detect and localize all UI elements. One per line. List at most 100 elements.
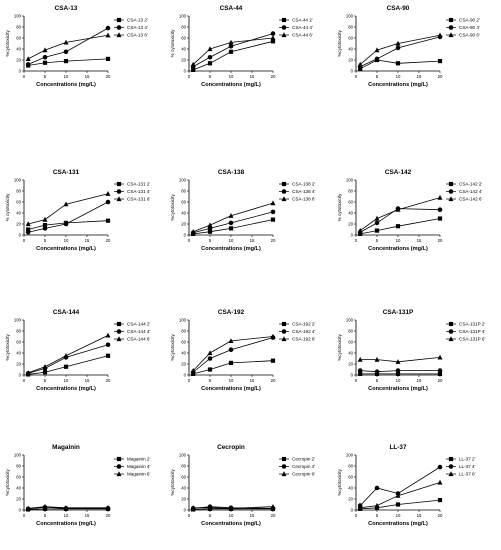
x-axis-title: Concentrations (mg/L): [368, 521, 428, 527]
legend-entry-3: CSA-131 6': [114, 196, 150, 202]
data-point: [374, 56, 380, 62]
y-tick-label: 20: [181, 58, 186, 63]
series-line-1: [193, 508, 273, 510]
legend-entry-3: CSA-192 6': [279, 336, 315, 342]
y-tick-label: 80: [348, 189, 353, 194]
y-tick-label: 20: [16, 497, 21, 502]
legend-label: Cecropin 6': [292, 472, 315, 477]
legend-entry-3: Cecropin 6': [279, 471, 315, 477]
y-tick-label: 80: [16, 25, 21, 30]
data-point: [437, 479, 443, 485]
chart-title: CSA-144: [53, 309, 80, 316]
legend-label: CSA-90 6': [459, 33, 480, 38]
legend-marker: [116, 321, 122, 327]
y-tick-label: 80: [16, 464, 21, 469]
data-point: [25, 62, 31, 67]
legend-entry-2: CSA-131P 4': [446, 329, 485, 334]
legend-entry-2: LL-37 4': [446, 464, 476, 469]
data-point: [42, 370, 48, 375]
series-line-3: [360, 357, 441, 363]
legend-marker: [116, 17, 122, 23]
x-tick-label: 15: [417, 378, 422, 383]
legend-entry-2: CSA-138 4': [279, 189, 315, 194]
legend-entry-2: CSA-144 4': [114, 329, 150, 334]
legend-label: CSA-90 4': [459, 25, 480, 30]
series-line-3: [192, 37, 274, 65]
legend-label: CSA-144 4': [127, 329, 150, 334]
data-point: [437, 498, 443, 503]
x-tick-label: 5: [376, 513, 379, 518]
legend-marker: [448, 32, 454, 38]
legend-marker: [281, 336, 287, 342]
y-tick-label: 0: [351, 508, 354, 513]
chart-title: CSA-90: [387, 5, 410, 12]
y-axis-title: %cytotoxicity: [337, 30, 342, 57]
y-tick-label: 0: [184, 233, 187, 238]
legend-entry-1: CSA-192 2': [279, 322, 315, 327]
legend-label: Cecropin 4': [292, 464, 315, 469]
x-tick-label: 10: [229, 74, 234, 79]
x-tick-label: 5: [209, 74, 212, 79]
x-tick-label: 0: [355, 74, 358, 79]
x-tick-label: 5: [376, 378, 379, 383]
x-tick-label: 5: [209, 238, 212, 243]
data-point: [63, 201, 69, 207]
series-line-1: [28, 58, 109, 66]
data-point: [25, 221, 31, 227]
x-tick-label: 20: [106, 238, 111, 243]
y-tick-label: 20: [181, 362, 186, 367]
y-tick-label: 40: [181, 211, 186, 216]
data-point: [42, 364, 48, 369]
legend-entry-2: CSA-192 4': [279, 329, 315, 334]
y-tick-label: 0: [19, 69, 22, 74]
x-tick-label: 5: [44, 74, 47, 79]
data-point: [437, 216, 443, 221]
legend-marker: [281, 456, 287, 462]
data-point: [105, 32, 111, 38]
series-line-2: [359, 466, 441, 506]
legend-entry-2: CSA-44 4': [279, 25, 313, 30]
legend-marker: [281, 464, 287, 469]
data-point: [270, 217, 276, 222]
y-tick-label: 100: [346, 178, 354, 183]
series-line-2: [28, 344, 109, 374]
y-tick-label: 100: [346, 318, 354, 323]
legend-marker: [281, 25, 287, 30]
legend-marker: [448, 25, 454, 30]
legend-label: Cecropin 2': [292, 457, 315, 462]
y-tick-label: 20: [16, 58, 21, 63]
data-point: [228, 49, 234, 54]
data-point: [270, 333, 276, 339]
legend-entry-1: Cecropin 2': [279, 457, 315, 462]
y-tick-label: 40: [181, 351, 186, 356]
legend-label: CSA-131P 2': [459, 322, 485, 327]
y-tick-label: 60: [16, 475, 21, 480]
data-point: [207, 54, 213, 60]
data-point: [207, 226, 213, 231]
legend-label: CSA-192 6': [292, 337, 315, 342]
y-tick-label: 80: [181, 25, 186, 30]
x-axis-title: Concentrations (mg/L): [36, 386, 96, 392]
x-axis-title: Concentrations (mg/L): [36, 82, 96, 88]
x-tick-label: 5: [44, 513, 47, 518]
legend-label: Magainin 2': [127, 457, 150, 462]
y-tick-label: 20: [348, 362, 353, 367]
legend-marker: [116, 32, 122, 38]
legend-marker: [281, 329, 287, 334]
series-line-3: [28, 335, 109, 374]
data-point: [228, 347, 234, 353]
x-axis-title: Concentrations (mg/L): [368, 246, 428, 252]
y-tick-label: 40: [348, 211, 353, 216]
data-point: [374, 47, 380, 53]
series-line-1: [193, 40, 274, 71]
legend-marker: [448, 196, 454, 202]
legend-marker: [281, 189, 287, 194]
data-point: [357, 368, 363, 373]
legend-entry-1: CSA-138 2': [279, 182, 315, 187]
y-tick-label: 80: [16, 329, 21, 334]
chart-title: CSA-142: [385, 169, 412, 176]
legend-label: CSA-142 6': [459, 197, 482, 202]
legend-marker: [281, 181, 287, 187]
chart-title: CSA-131: [53, 169, 80, 176]
legend-entry-3: Magainin 6': [114, 471, 150, 477]
